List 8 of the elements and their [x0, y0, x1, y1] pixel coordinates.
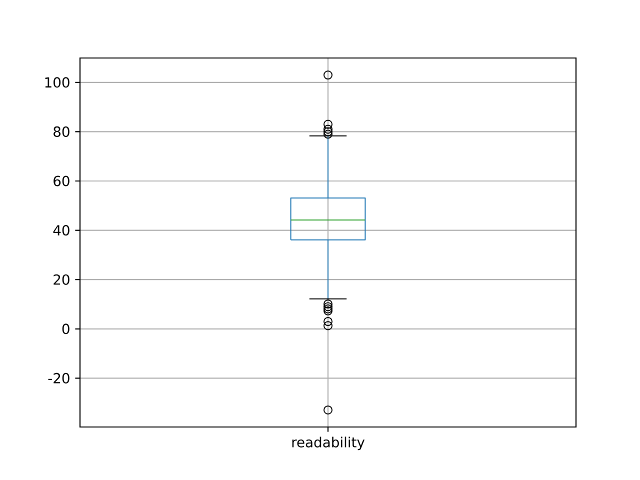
y-tick-label: 80 [54, 126, 70, 137]
y-tick-label: 40 [53, 225, 70, 236]
y-tick-label: 60 [54, 176, 70, 186]
y-tick-label: 100 [45, 77, 70, 88]
y-tick-label: -20 [48, 372, 70, 384]
y-tick-label: 0 [62, 324, 70, 334]
x-tick-label: readability [292, 436, 365, 450]
y-tick-label: 20 [54, 274, 70, 285]
